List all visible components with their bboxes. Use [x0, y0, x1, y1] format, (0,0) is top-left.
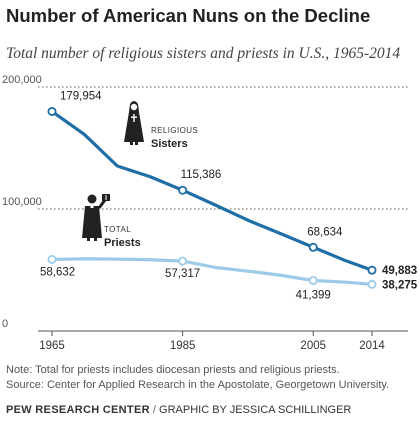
- priest-icon: [82, 194, 110, 241]
- priests-value-label: 38,275: [382, 279, 418, 291]
- x-tick-label: 2014: [359, 340, 385, 352]
- sisters-line: [50, 109, 374, 272]
- sisters-point: [367, 265, 377, 275]
- icon-layer: [82, 101, 144, 241]
- grid-layer: 0 100,000 200,000 1965 1985 2005 2014: [2, 74, 408, 352]
- y-tick-label: 0: [2, 318, 8, 330]
- sisters-series-name: Sisters: [151, 138, 188, 150]
- nun-icon: [124, 101, 144, 145]
- priests-point: [308, 275, 318, 285]
- priests-value-label: 41,399: [296, 289, 331, 301]
- sisters-value-label: 49,883: [382, 265, 417, 277]
- sisters-value-label: 115,386: [181, 169, 222, 181]
- sisters-value-label: 179,954: [60, 90, 102, 102]
- footer-credit: GRAPHIC BY JESSICA SCHILLINGER: [159, 404, 352, 416]
- x-tick-label: 1965: [39, 340, 65, 352]
- legend-layer: RELIGIOUS Sisters TOTAL Priests: [104, 126, 198, 249]
- y-tick-label: 200,000: [2, 74, 42, 86]
- sisters-point: [308, 242, 318, 252]
- line-layer: [50, 109, 374, 286]
- chart-subtitle: Total number of religious sisters and pr…: [6, 45, 401, 62]
- priests-point: [47, 254, 57, 264]
- y-tick-label: 100,000: [2, 196, 42, 208]
- priests-series-name: Priests: [104, 237, 141, 249]
- sisters-group-label: RELIGIOUS: [151, 126, 198, 135]
- x-tick-label: 2005: [300, 340, 326, 352]
- chart-title: Number of American Nuns on the Decline: [6, 5, 371, 26]
- priests-value-label: 58,632: [40, 266, 75, 278]
- sisters-point: [178, 185, 188, 195]
- priests-point: [367, 279, 377, 289]
- footer: PEW RESEARCH CENTER / GRAPHIC BY JESSICA…: [6, 404, 351, 416]
- priests-point: [178, 256, 188, 266]
- footer-separator: /: [152, 404, 156, 416]
- priests-line: [50, 257, 374, 286]
- chart-note: Note: Total for priests includes diocesa…: [6, 364, 340, 376]
- footer-org: PEW RESEARCH CENTER: [6, 404, 150, 416]
- sisters-value-label: 68,634: [307, 226, 343, 238]
- chart-source: Source: Center for Applied Research in t…: [6, 379, 390, 391]
- label-layer: 179,954 115,386 68,634 49,883 58,632 57,317 41…: [40, 90, 418, 301]
- line-chart: 0 100,000 200,000 1965 1985 2005 2014 RELIGIOU…: [2, 74, 418, 352]
- sisters-point: [47, 106, 57, 116]
- priests-group-label: TOTAL: [104, 225, 131, 234]
- x-tick-label: 1985: [170, 340, 196, 352]
- priests-value-label: 57,317: [165, 268, 200, 280]
